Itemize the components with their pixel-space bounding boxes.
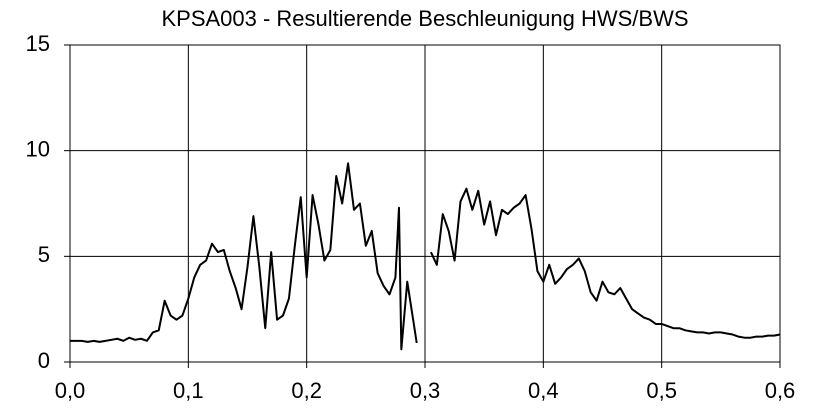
x-tick-label: 0,6: [765, 378, 796, 403]
y-tick-label: 0: [38, 348, 50, 373]
x-tick-label: 0,3: [410, 378, 441, 403]
x-tick-label: 0,0: [55, 378, 86, 403]
x-tick-label: 0,1: [173, 378, 204, 403]
x-tick-label: 0,4: [528, 378, 559, 403]
x-tick-label: 0,5: [646, 378, 677, 403]
x-tick-label: 0,2: [291, 378, 322, 403]
y-tick-label: 5: [38, 242, 50, 267]
y-tick-label: 10: [26, 136, 50, 161]
data-line: [70, 162, 781, 351]
chart-title: KPSA003 - Resultierende Beschleunigung H…: [161, 6, 688, 31]
y-tick-label: 15: [26, 31, 50, 56]
